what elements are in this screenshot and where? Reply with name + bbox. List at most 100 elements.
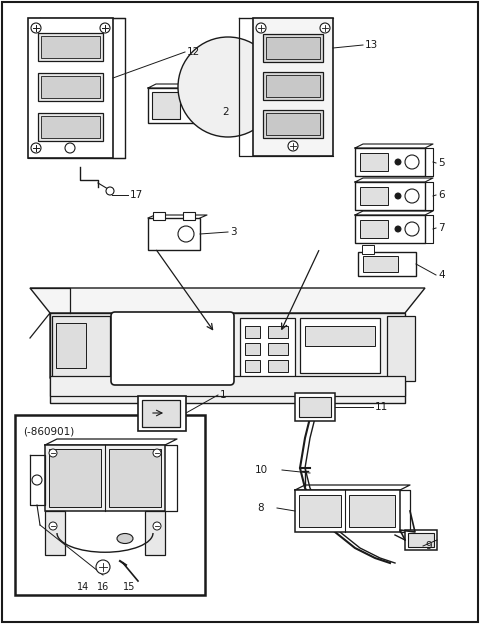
Text: 4: 4 <box>438 270 444 280</box>
Bar <box>295 393 335 421</box>
Text: 5: 5 <box>438 158 444 168</box>
Bar <box>50 376 405 396</box>
Bar <box>138 396 186 431</box>
Circle shape <box>405 189 419 203</box>
Bar <box>268 326 288 338</box>
FancyBboxPatch shape <box>111 312 234 385</box>
Bar <box>145 511 165 555</box>
Bar <box>15 415 205 595</box>
Bar <box>266 75 320 97</box>
Text: 10: 10 <box>255 465 268 475</box>
Bar <box>363 256 398 272</box>
Bar <box>109 449 161 507</box>
Circle shape <box>32 475 42 485</box>
Circle shape <box>153 522 161 530</box>
Polygon shape <box>30 288 425 313</box>
Bar <box>268 343 288 355</box>
Circle shape <box>153 449 161 457</box>
Circle shape <box>395 159 401 165</box>
Bar <box>266 113 320 135</box>
Circle shape <box>178 37 278 137</box>
Text: 12: 12 <box>187 47 200 57</box>
Bar <box>355 148 425 176</box>
Bar <box>355 182 425 210</box>
Bar <box>38 33 103 61</box>
Text: 13: 13 <box>365 40 378 50</box>
Bar <box>245 326 260 338</box>
Text: 15: 15 <box>123 582 135 592</box>
Circle shape <box>106 187 114 195</box>
Text: 17: 17 <box>130 190 143 200</box>
Bar <box>263 34 323 62</box>
Bar <box>45 511 65 555</box>
Bar <box>305 326 375 346</box>
Text: 7: 7 <box>438 223 444 233</box>
Text: 8: 8 <box>257 503 264 513</box>
Bar <box>41 116 100 138</box>
Circle shape <box>49 522 57 530</box>
Circle shape <box>256 23 266 33</box>
Circle shape <box>184 98 198 112</box>
Bar <box>142 400 180 427</box>
Ellipse shape <box>117 534 133 544</box>
Bar <box>268 360 288 372</box>
Circle shape <box>288 141 298 151</box>
Bar <box>355 215 425 243</box>
Circle shape <box>31 143 41 153</box>
Bar <box>299 397 331 417</box>
Bar <box>263 110 323 138</box>
Text: 1: 1 <box>220 390 227 400</box>
Circle shape <box>320 23 330 33</box>
Bar <box>45 445 165 511</box>
Bar <box>253 18 333 156</box>
Text: 11: 11 <box>375 402 388 412</box>
Bar <box>50 313 405 403</box>
Bar <box>153 212 165 220</box>
Bar <box>245 343 260 355</box>
Circle shape <box>395 193 401 199</box>
Bar <box>183 212 195 220</box>
Bar <box>387 316 415 381</box>
Circle shape <box>178 226 194 242</box>
Bar <box>148 88 203 123</box>
Bar <box>41 76 100 98</box>
Bar <box>240 318 295 378</box>
Bar <box>349 495 395 527</box>
Bar <box>245 360 260 372</box>
Bar <box>148 218 200 250</box>
Circle shape <box>405 155 419 169</box>
Bar <box>295 490 400 532</box>
Text: 9: 9 <box>425 541 432 551</box>
Bar <box>405 530 437 550</box>
Bar <box>56 323 86 368</box>
Bar <box>38 73 103 101</box>
Circle shape <box>31 23 41 33</box>
Bar <box>41 36 100 58</box>
Bar <box>358 252 416 276</box>
Text: 3: 3 <box>230 227 237 237</box>
Circle shape <box>100 23 110 33</box>
Bar <box>408 533 434 547</box>
Text: (-860901): (-860901) <box>23 427 74 437</box>
Circle shape <box>405 222 419 236</box>
Bar <box>49 449 101 507</box>
Bar <box>360 220 388 238</box>
Bar <box>299 495 341 527</box>
Bar <box>152 92 180 119</box>
Bar <box>263 72 323 100</box>
Text: 14: 14 <box>77 582 89 592</box>
Circle shape <box>65 143 75 153</box>
Text: 16: 16 <box>97 582 109 592</box>
Bar <box>360 153 388 171</box>
Bar <box>38 113 103 141</box>
Circle shape <box>96 560 110 574</box>
Circle shape <box>49 449 57 457</box>
Bar <box>266 37 320 59</box>
Bar <box>362 245 374 254</box>
Circle shape <box>395 226 401 232</box>
Text: 6: 6 <box>438 190 444 200</box>
Bar <box>300 318 380 373</box>
Bar <box>52 316 110 381</box>
Bar <box>360 187 388 205</box>
Text: 2: 2 <box>222 107 228 117</box>
